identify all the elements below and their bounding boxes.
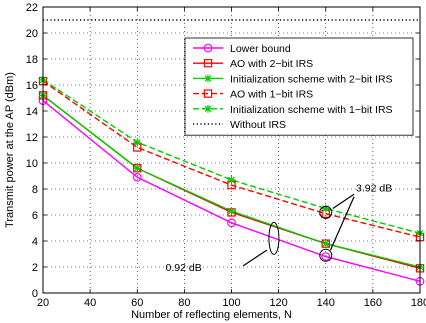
legend-item: Initialization scheme with 1−bit IRS	[193, 104, 393, 116]
annotation-ellipse-mid	[268, 221, 280, 255]
tick-labels: 20 40 60 80 100 120 140 160 180 0 2 4 6 8 10 12 14 16 18 20…	[26, 2, 426, 309]
series-line-1	[42, 100, 421, 282]
annotation-ellipse-lower	[319, 248, 333, 262]
marker-star-stroke	[204, 75, 212, 82]
x-tick-label: 160	[364, 297, 382, 309]
x-tick-label: 60	[131, 297, 143, 309]
marker-star	[133, 138, 142, 147]
marker-square	[203, 89, 213, 98]
x-axis-label: Number of reflecting elements, N	[131, 309, 292, 321]
x-tick-label: 40	[84, 297, 96, 309]
x-tick-label: 180	[411, 297, 426, 309]
series-line-4	[42, 80, 421, 238]
marker-star-stroke	[133, 138, 141, 146]
y-tick-label: 18	[26, 54, 38, 66]
legend-item: Without IRS	[193, 119, 286, 131]
marker-star-stroke	[228, 207, 235, 215]
x-tick-label: 100	[222, 297, 240, 309]
marker-star	[227, 175, 236, 184]
y-tick-label: 22	[26, 2, 38, 14]
legend-label: Lower bound	[230, 43, 291, 55]
marker-circle	[132, 172, 142, 182]
marker-circle	[321, 252, 331, 262]
marker-circle	[227, 218, 236, 228]
annotation-arrow	[332, 193, 355, 209]
marker-star	[321, 239, 330, 248]
legend-label: AO with 2−bit IRS	[230, 58, 313, 70]
y-tick-label: 14	[26, 106, 38, 118]
marker-star	[227, 207, 236, 216]
legend: Lower bound AO with 2−bit IRS Initializati…	[184, 37, 414, 136]
annotation-label-3.92: 3.92 dB	[356, 183, 392, 195]
legend-item: Lower bound	[193, 43, 291, 55]
marker-star	[321, 204, 330, 213]
marker-star-stroke	[204, 105, 212, 113]
legend-label: AO with 1−bit IRS	[230, 89, 313, 101]
annotation-arrow	[329, 196, 355, 251]
y-tick-label: 12	[26, 132, 38, 144]
legend-item: Initialization scheme with 2−bit IRS	[193, 73, 393, 85]
marker-star-stroke	[322, 240, 330, 247]
marker-star	[204, 104, 212, 113]
marker-star-stroke	[133, 164, 141, 172]
x-tick-label: 20	[37, 297, 49, 309]
annotation-arrow	[242, 249, 268, 267]
y-tick-label: 8	[32, 184, 38, 196]
marker-square	[203, 58, 213, 68]
y-axis-label: Transmit power at the AP (dBm)	[4, 72, 16, 228]
y-tick-label: 4	[32, 236, 38, 248]
marker-circle	[203, 43, 213, 53]
y-tick-label: 10	[26, 158, 38, 170]
marker-star-stroke	[228, 176, 235, 184]
y-tick-label: 16	[26, 80, 38, 92]
legend-item: AO with 2−bit IRS	[193, 58, 313, 70]
legend-item: AO with 1−bit IRS	[193, 89, 313, 101]
y-tick-label: 6	[32, 210, 38, 222]
series-line-5	[42, 79, 421, 234]
marker-star	[204, 74, 212, 83]
y-tick-label: 2	[32, 262, 38, 274]
annotations: 3.92 dB 0.92 dB	[166, 183, 393, 274]
legend-label: Initialization scheme with 2−bit IRS	[230, 73, 393, 85]
annotation-ellipse-upper	[319, 205, 333, 219]
annotation-label-0.92: 0.92 dB	[166, 262, 202, 274]
legend-label: Without IRS	[230, 119, 286, 131]
legend-label: Initialization scheme with 1−bit IRS	[230, 104, 393, 116]
legend-box	[184, 37, 414, 136]
marker-star	[133, 164, 142, 173]
x-tick-label: 120	[269, 297, 287, 309]
y-tick-label: 0	[32, 288, 38, 300]
x-tick-label: 80	[178, 297, 190, 309]
x-tick-label: 140	[317, 297, 335, 309]
y-tick-label: 20	[26, 28, 38, 40]
